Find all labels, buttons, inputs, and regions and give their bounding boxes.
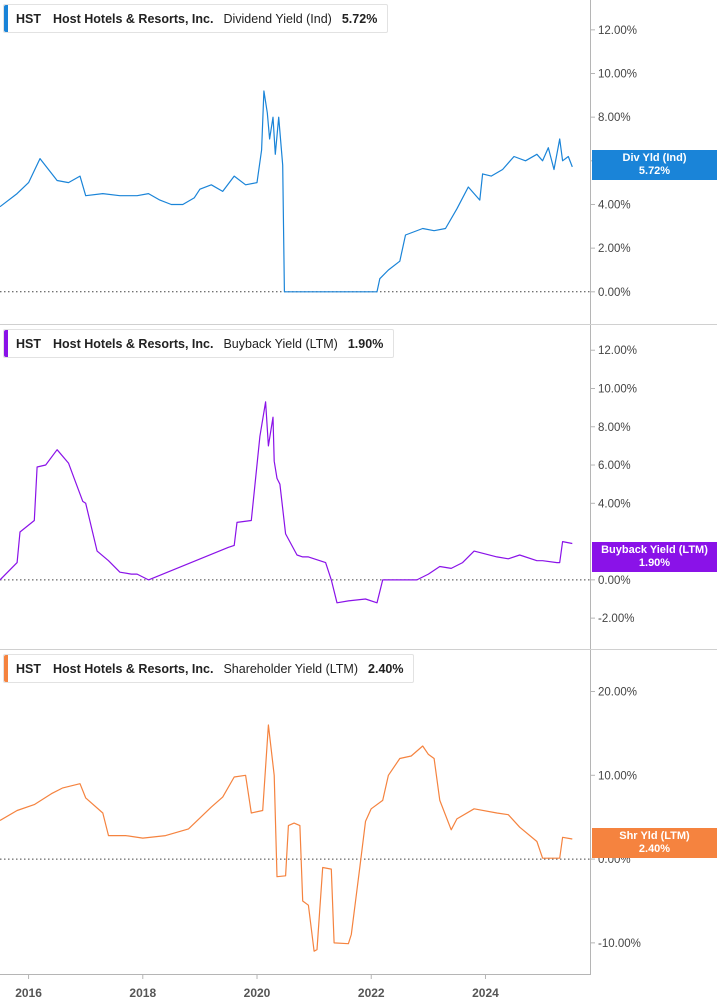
- series-line: [0, 401, 573, 604]
- y-tick-label: 0.00%: [598, 575, 631, 587]
- y-tick-label: 12.00%: [598, 345, 637, 357]
- y-tick-label: 10.00%: [598, 68, 637, 80]
- x-tick-label: 2018: [129, 986, 156, 1000]
- x-tick-label: 2020: [244, 986, 271, 1000]
- y-tick-label: 8.00%: [598, 422, 631, 434]
- legend-metric: Buyback Yield (LTM): [223, 336, 338, 351]
- y-tick-label: 10.00%: [598, 770, 637, 782]
- series-swatch: [4, 5, 8, 32]
- last-value-tag: Div Yld (Ind) 5.72%: [592, 150, 717, 180]
- legend-company: Host Hotels & Resorts, Inc.: [53, 336, 214, 351]
- tag-label: Shr Yld (LTM): [619, 830, 690, 842]
- y-tick-label: 6.00%: [598, 460, 631, 472]
- plot-area: 20.00%10.00%0.00%-10.00%2016 2018 2020 2022…: [0, 650, 641, 1000]
- series-swatch: [4, 330, 8, 357]
- series-line: [0, 724, 573, 952]
- series-swatch: [4, 655, 8, 682]
- x-tick-label: 2016: [15, 986, 42, 1000]
- y-tick-label: 12.00%: [598, 25, 637, 37]
- x-tick-label: 2022: [358, 986, 385, 1000]
- legend-company: Host Hotels & Resorts, Inc.: [53, 661, 214, 676]
- y-tick-label: 10.00%: [598, 383, 637, 395]
- tag-label: Buyback Yield (LTM): [601, 544, 708, 556]
- legend-value: 1.90%: [347, 336, 384, 351]
- legend-ticker: HST: [16, 336, 41, 351]
- legend-value: 2.40%: [368, 661, 404, 676]
- y-tick-label: -2.00%: [598, 613, 634, 625]
- series-line: [0, 90, 573, 293]
- last-value-tag: Buyback Yield (LTM) 1.90%: [592, 542, 717, 572]
- chart-legend[interactable]: HST Host Hotels & Resorts, Inc. Sharehol…: [3, 654, 415, 683]
- tag-value: 2.40%: [638, 843, 671, 855]
- y-tick-label: 20.00%: [598, 687, 637, 699]
- legend-value: 5.72%: [341, 11, 378, 26]
- tag-label: Div Yld (Ind): [622, 152, 687, 164]
- dividend-yield-panel: 12.00%10.00%8.00%6.00%4.00%2.00%0.00% HS…: [0, 0, 717, 325]
- legend-company: Host Hotels & Resorts, Inc.: [53, 11, 214, 26]
- tag-value: 5.72%: [638, 165, 671, 177]
- buyback-yield-panel: 12.00% 10.00% 8.00% 6.00% 4.00% -2.00% 0.00% H…: [0, 325, 717, 650]
- chart-legend[interactable]: HST Host Hotels & Resorts, Inc. Buyback …: [3, 329, 395, 358]
- legend-ticker: HST: [16, 661, 41, 676]
- y-tick-label: 4.00%: [598, 199, 631, 211]
- tag-value: 1.90%: [638, 557, 671, 569]
- y-tick-label: -10.00%: [598, 938, 641, 950]
- x-tick-label: 2024: [472, 986, 499, 1000]
- shareholder-yield-panel: 20.00% 10.00% 0.00% -10.00% 2016 2018 2020 2022…: [0, 650, 717, 1005]
- chart-legend[interactable]: HST Host Hotels & Resorts, Inc. Dividend…: [3, 4, 389, 33]
- y-tick-label: 2.00%: [598, 243, 631, 255]
- buyback-yield-chart: 12.00% 10.00% 8.00% 6.00% 4.00% -2.00% 0.00%: [0, 325, 717, 650]
- legend-metric: Shareholder Yield (LTM): [223, 661, 359, 676]
- y-tick-label: 8.00%: [598, 112, 631, 124]
- plot-area: 12.00% 10.00% 8.00% 6.00% 4.00% -2.00% 0.00%: [0, 325, 717, 650]
- last-value-tag: Shr Yld (LTM) 2.40%: [592, 828, 717, 858]
- legend-ticker: HST: [16, 11, 41, 26]
- y-tick-label: 4.00%: [598, 498, 631, 510]
- legend-metric: Dividend Yield (Ind): [223, 11, 332, 26]
- y-tick-label: 0.00%: [598, 287, 631, 299]
